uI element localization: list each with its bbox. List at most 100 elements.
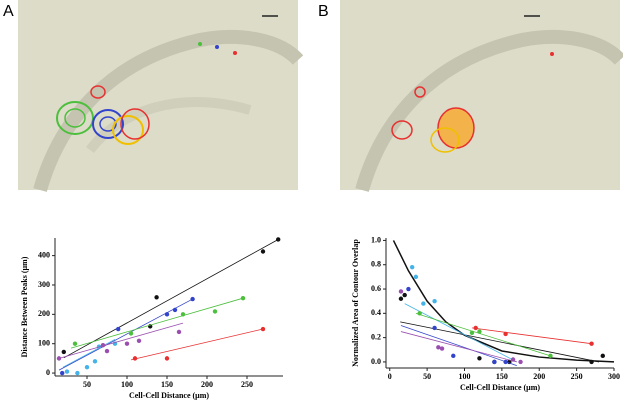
y-tick-label: 300: [38, 280, 50, 289]
point: [469, 330, 475, 335]
cell: [198, 42, 202, 46]
point: [116, 326, 121, 332]
slice-a: [18, 0, 304, 192]
point: [600, 353, 605, 359]
point: [510, 357, 516, 362]
fit-line: [404, 303, 518, 363]
point: [56, 356, 62, 361]
contour: [90, 85, 106, 99]
fit-line: [400, 331, 517, 363]
point: [548, 353, 553, 359]
point: [164, 312, 170, 317]
point: [398, 296, 404, 301]
point: [492, 359, 497, 365]
point: [589, 359, 594, 365]
point: [451, 353, 456, 359]
point: [176, 329, 182, 335]
tissue: [33, 29, 304, 192]
cell: [215, 45, 219, 49]
point: [132, 356, 138, 361]
point: [180, 312, 186, 317]
panel-label: B: [318, 3, 329, 20]
point: [240, 295, 246, 301]
fit-line: [58, 322, 184, 359]
fit-line: [58, 298, 193, 371]
point: [260, 326, 266, 332]
y-tick-label: 100: [38, 339, 50, 348]
x-tick-label: 250: [571, 372, 583, 381]
point: [398, 289, 404, 294]
point: [276, 237, 281, 242]
point: [439, 346, 445, 351]
point: [212, 309, 218, 314]
point: [128, 331, 134, 336]
y-tick-label: 0: [46, 368, 50, 377]
y-tick-label: 400: [38, 250, 50, 259]
fit-line: [130, 328, 264, 361]
point: [60, 370, 65, 376]
contour: [112, 115, 144, 145]
x-tick-label: 200: [201, 380, 213, 389]
point: [432, 298, 437, 304]
fit-curve: [392, 240, 615, 363]
point: [432, 325, 437, 331]
x-tick-label: 150: [161, 380, 173, 389]
point: [154, 295, 159, 300]
contour: [56, 101, 94, 135]
point: [84, 364, 90, 370]
point: [518, 359, 523, 365]
point: [503, 331, 508, 337]
x-tick-label: 0: [388, 372, 392, 381]
point: [260, 249, 266, 254]
point: [124, 341, 130, 346]
point: [100, 342, 106, 348]
y-tick-label: 1.0: [371, 235, 381, 244]
contour: [414, 86, 426, 98]
contour: [92, 109, 124, 139]
x-tick-label: 100: [458, 372, 470, 381]
fit-line: [70, 297, 244, 349]
x-tick-label: 300: [608, 372, 620, 381]
point: [417, 311, 422, 316]
point: [61, 349, 66, 355]
point: [589, 341, 594, 346]
point: [473, 325, 478, 331]
point: [406, 286, 411, 292]
contour: [391, 120, 413, 140]
slice-image: [340, 0, 620, 190]
point: [503, 359, 508, 365]
y-tick-label: 0.4: [371, 308, 381, 317]
contour: [120, 108, 150, 140]
y-tick-label: 200: [38, 309, 50, 318]
contour: [99, 116, 117, 132]
x-tick-label: 150: [496, 372, 508, 381]
x-tick-label: 100: [121, 380, 133, 389]
point: [64, 369, 70, 374]
point: [136, 338, 142, 343]
x-tick-label: 50: [423, 372, 431, 381]
point: [172, 307, 178, 313]
point: [409, 264, 415, 270]
fit-line: [400, 325, 517, 366]
y-tick-label: 0.6: [371, 284, 381, 293]
point: [164, 356, 170, 361]
point: [72, 341, 78, 346]
x-tick-label: 200: [533, 372, 545, 381]
x-axis-label: Cell-Cell Distance (μm): [460, 383, 540, 392]
point: [477, 356, 482, 361]
contour: [64, 108, 86, 128]
fit-line: [63, 239, 279, 359]
point: [413, 274, 419, 280]
tissue: [355, 29, 623, 192]
x-axis-label: Cell-Cell Distance (μm): [129, 391, 209, 400]
point: [92, 359, 98, 364]
fit-line: [471, 327, 592, 345]
fit-line: [62, 338, 116, 368]
slice-image: [18, 0, 298, 190]
point: [104, 348, 110, 354]
slice-b: [340, 0, 623, 192]
y-tick-label: 0.2: [371, 332, 381, 341]
x-tick-label: 250: [241, 380, 253, 389]
